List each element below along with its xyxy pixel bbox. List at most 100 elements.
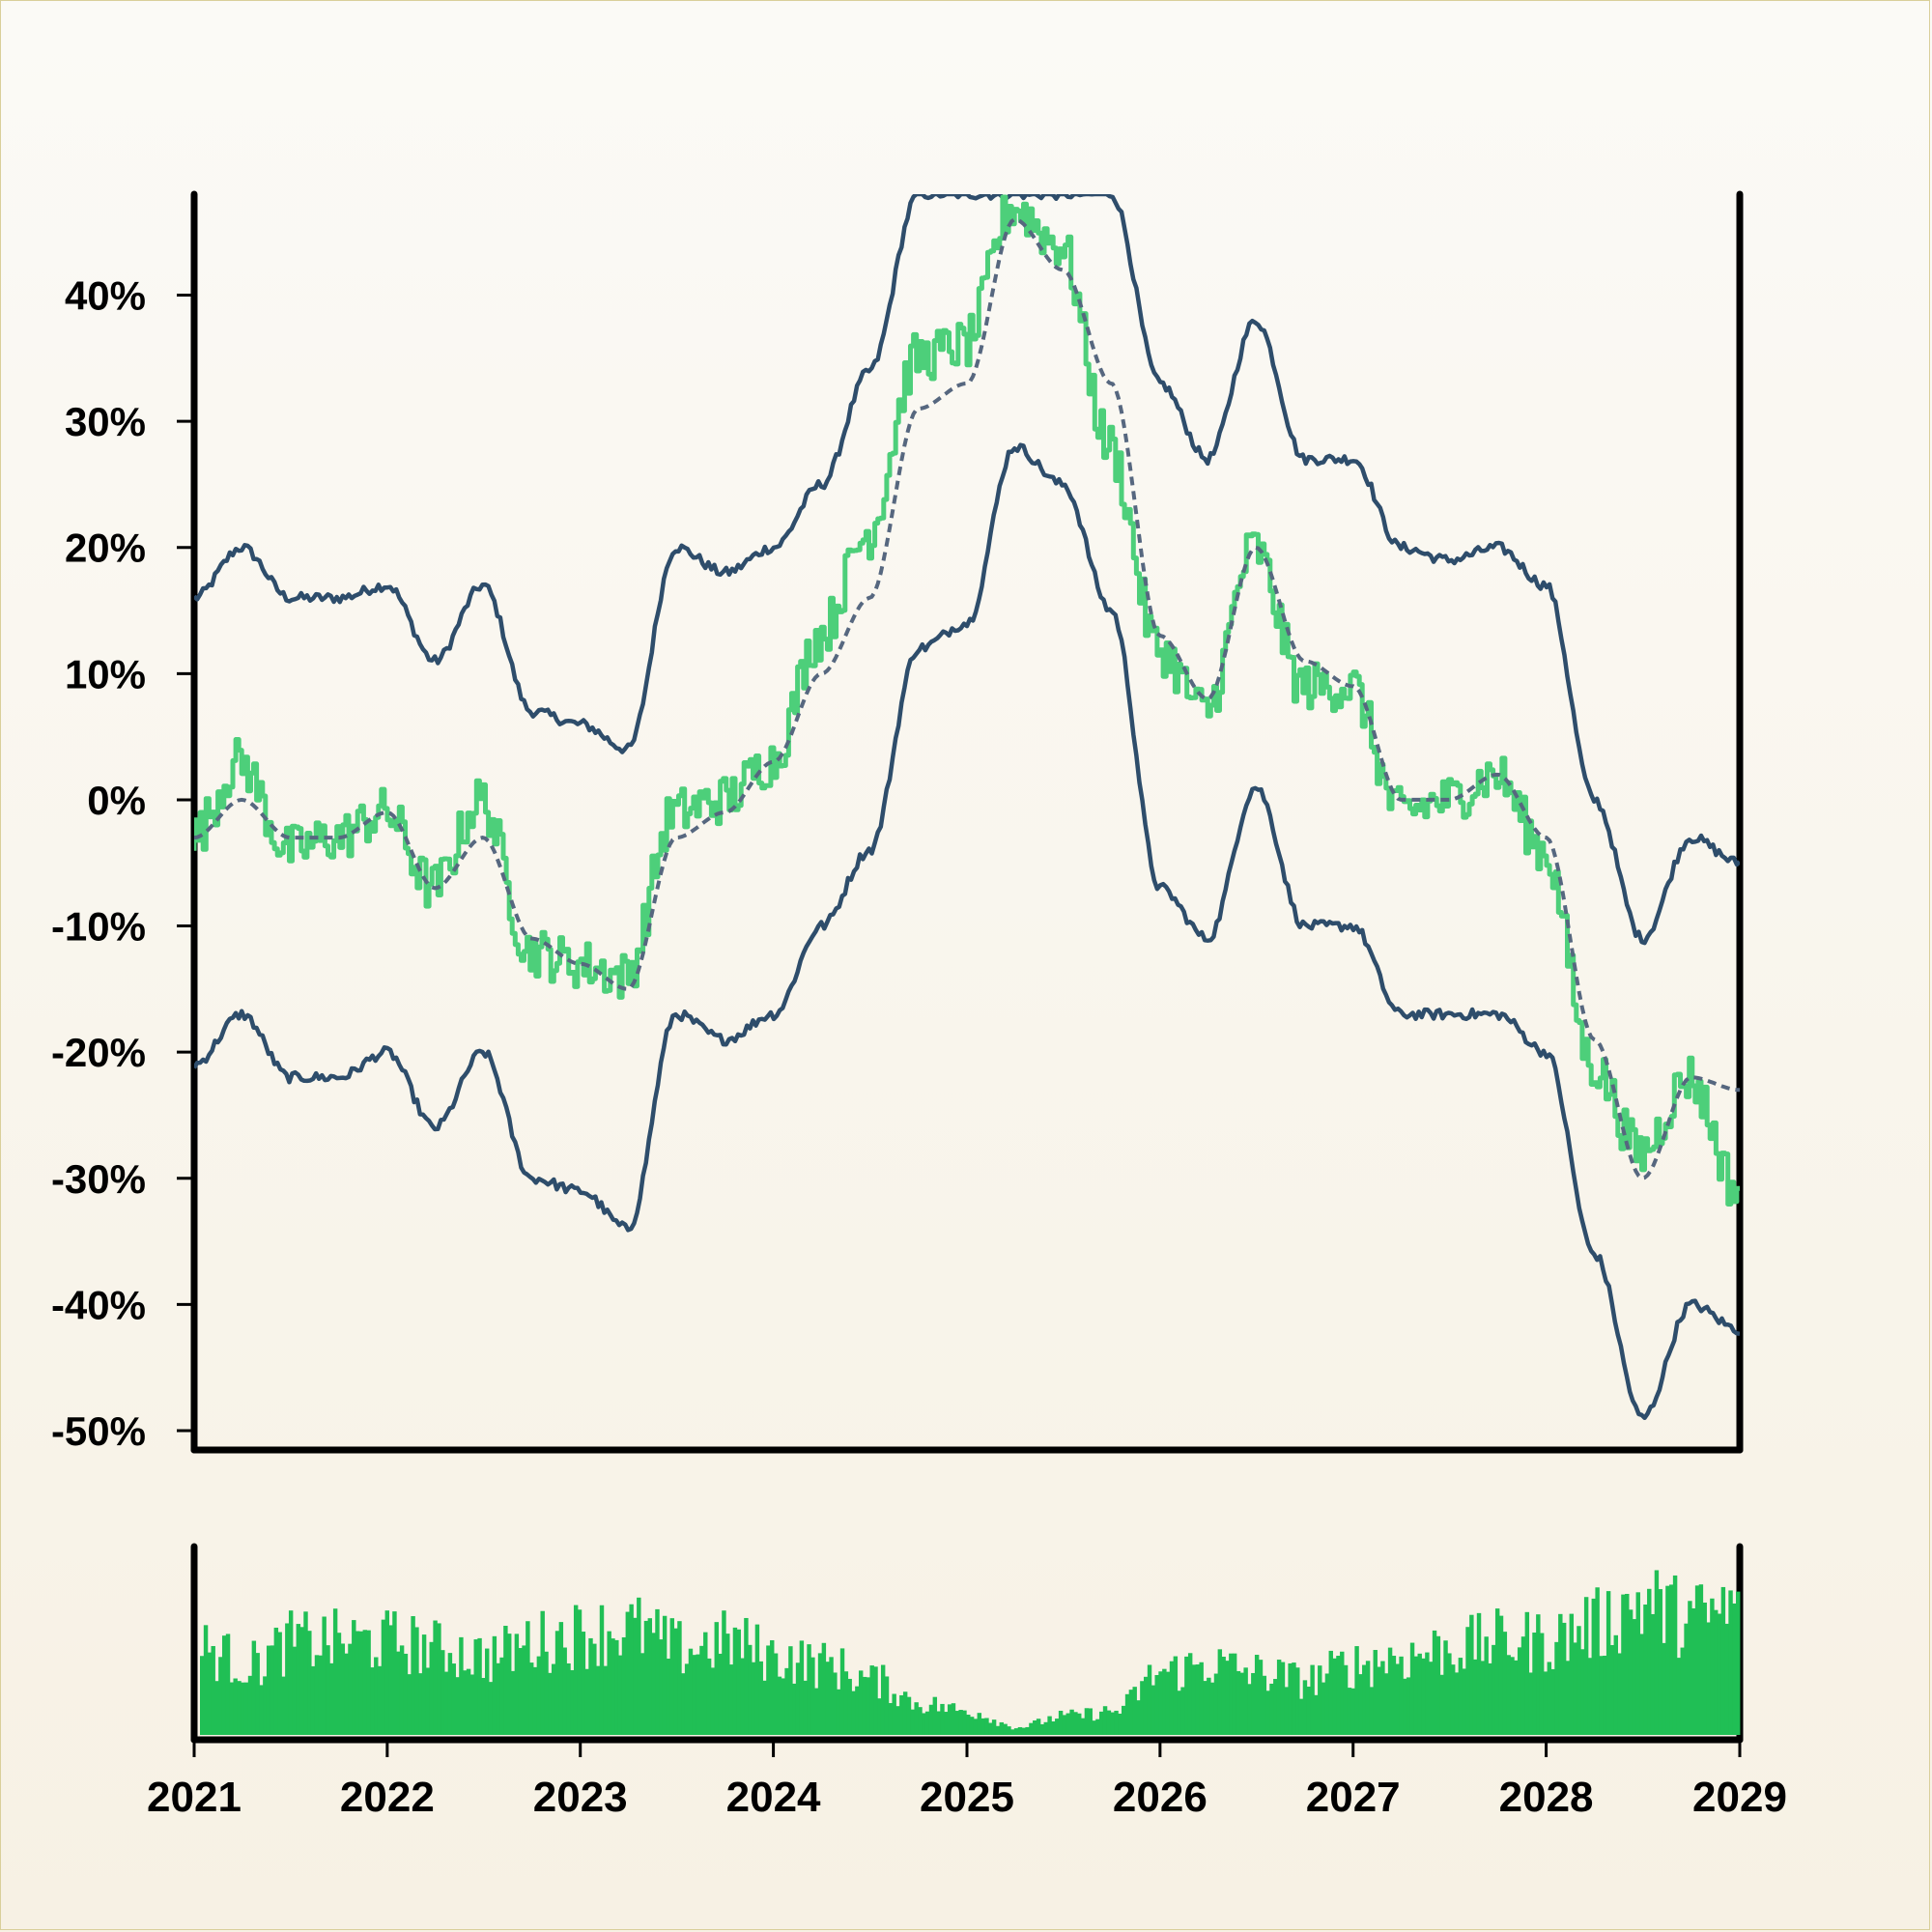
volume-bar (833, 1672, 838, 1735)
volume-bar (443, 1671, 449, 1735)
volume-bar (348, 1643, 353, 1735)
x-tick-label: 2029 (1692, 1774, 1787, 1821)
volume-bar (1033, 1720, 1037, 1735)
volume-bar (507, 1634, 512, 1735)
volume-bar (599, 1605, 605, 1735)
volume-bar (936, 1711, 941, 1735)
volume-bar (1262, 1675, 1267, 1735)
volume-bar (374, 1657, 379, 1735)
volume-bar (918, 1707, 923, 1735)
volume-bar (1528, 1672, 1533, 1735)
volume-bar (688, 1648, 694, 1735)
volume-bar (1625, 1593, 1630, 1735)
volume-bar (781, 1678, 785, 1735)
volume-bar (1399, 1656, 1404, 1735)
volume-bar (1605, 1591, 1611, 1735)
volume-bar (1658, 1589, 1662, 1735)
volume-bar (1195, 1664, 1201, 1735)
volume-bar (377, 1665, 383, 1735)
volume-bar (532, 1666, 538, 1735)
volume-bar (1232, 1653, 1237, 1735)
volume-bar (1406, 1677, 1411, 1735)
volume-bar (203, 1625, 209, 1735)
volume-bar (1650, 1613, 1656, 1735)
volume-bar (1332, 1658, 1337, 1735)
volume-bar (384, 1610, 389, 1735)
volume-bar (637, 1597, 641, 1735)
volume-bar (895, 1706, 900, 1735)
volume-bar (839, 1648, 845, 1735)
volume-bar (1010, 1729, 1015, 1735)
volume-bar (1514, 1660, 1519, 1735)
volume-bar (1187, 1653, 1193, 1735)
volume-bar (1340, 1651, 1345, 1735)
volume-bar (477, 1637, 482, 1735)
volume-bar (973, 1719, 979, 1735)
volume-bar (1055, 1719, 1060, 1735)
volume-bar (1403, 1678, 1407, 1735)
volume-bar (392, 1611, 397, 1735)
volume-bar (1025, 1726, 1030, 1735)
volume-bar (825, 1662, 830, 1735)
volume-bar (639, 1653, 645, 1735)
volume-bar (270, 1645, 275, 1735)
price-axes (190, 190, 1744, 1454)
volume-bar (758, 1661, 763, 1735)
volume-bar (1276, 1660, 1282, 1735)
volume-bar (1647, 1588, 1652, 1735)
volume-bar (1191, 1664, 1197, 1735)
volume-bar (1710, 1598, 1715, 1735)
volume-bar (788, 1646, 793, 1735)
volume-bar (1494, 1608, 1500, 1735)
volume-bar (617, 1655, 623, 1735)
volume-bar (1302, 1680, 1308, 1735)
volume-bar (496, 1662, 500, 1735)
volume-bar (1450, 1664, 1456, 1735)
lower-band-line (194, 442, 1740, 1421)
volume-bar (340, 1643, 346, 1735)
volume-bar (714, 1622, 719, 1735)
volume-bar (692, 1655, 696, 1735)
volume-bar (407, 1674, 412, 1735)
volume-bar (1147, 1664, 1152, 1735)
volume-bar (969, 1717, 975, 1735)
volume-bar (403, 1653, 409, 1735)
volume-bar (814, 1688, 819, 1735)
volume-bar (821, 1642, 827, 1735)
volume-bar (1532, 1633, 1537, 1735)
volume-bar (1003, 1723, 1008, 1735)
volume-bar (329, 1662, 334, 1735)
volume-bar (866, 1677, 871, 1735)
volume-bar (1384, 1673, 1389, 1735)
volume-bar (292, 1646, 298, 1735)
volume-bar (526, 1621, 530, 1735)
volume-bar (880, 1664, 886, 1735)
volume-bar (829, 1657, 834, 1735)
volume-bar (995, 1725, 1001, 1735)
volume-bar (951, 1703, 956, 1735)
x-tick-label: 2023 (533, 1774, 628, 1821)
volume-bar (514, 1634, 520, 1735)
volume-bar (344, 1653, 349, 1735)
volume-bar (625, 1611, 631, 1735)
volume-bar (1284, 1687, 1290, 1735)
volume-bar (722, 1610, 726, 1735)
volume-bar (1369, 1687, 1375, 1735)
volume-bar (581, 1632, 586, 1735)
volume-bar (1435, 1635, 1441, 1735)
volume-bar (603, 1665, 609, 1735)
volume-bar (299, 1627, 304, 1735)
volume-bar (932, 1696, 938, 1735)
volume-bar (1151, 1685, 1156, 1735)
volume-bar (1635, 1592, 1640, 1735)
volume-bar (1225, 1661, 1230, 1735)
volume-bar (1569, 1613, 1575, 1735)
volume-bar (736, 1629, 741, 1735)
volume-bars (200, 1570, 1741, 1735)
volume-bar (1084, 1708, 1090, 1735)
volume-bar (1706, 1622, 1711, 1735)
volume-bar (1328, 1650, 1333, 1735)
volume-bar (481, 1677, 486, 1735)
volume-bar (358, 1631, 364, 1735)
volume-bar (425, 1667, 431, 1735)
